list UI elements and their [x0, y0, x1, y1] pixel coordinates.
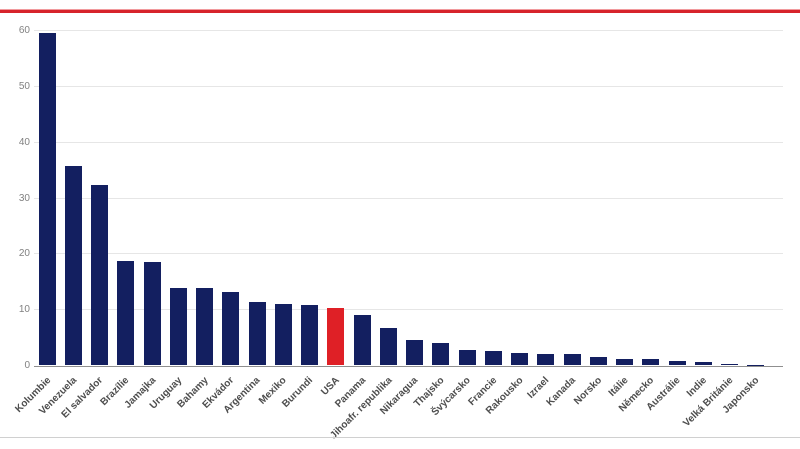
x-axis-category-label: Norsko — [572, 375, 605, 408]
top-accent-line — [0, 10, 800, 13]
bar[interactable] — [537, 353, 555, 365]
gridline — [34, 309, 783, 311]
top-accent-line-glow — [0, 9, 800, 10]
bar-highlighted[interactable] — [327, 307, 345, 365]
y-axis-tick-label: 20 — [18, 248, 30, 260]
bar[interactable] — [38, 32, 56, 365]
bar[interactable] — [353, 314, 371, 365]
gridline — [34, 197, 783, 199]
gridline — [34, 30, 783, 31]
y-axis-tick-label: 0 — [24, 360, 30, 371]
bar[interactable] — [196, 287, 214, 365]
bar[interactable] — [301, 304, 319, 365]
bar[interactable] — [274, 304, 292, 365]
bar[interactable] — [668, 360, 686, 365]
bar[interactable] — [694, 362, 712, 365]
x-axis-line — [34, 366, 783, 367]
bar[interactable] — [117, 261, 135, 365]
bar[interactable] — [721, 364, 739, 365]
bar[interactable] — [169, 287, 187, 365]
y-axis-tick-label: 50 — [18, 80, 30, 92]
bar[interactable] — [406, 340, 424, 365]
gridline — [34, 253, 783, 255]
plot-area — [34, 30, 783, 367]
bottom-divider — [0, 437, 800, 438]
bar[interactable] — [222, 292, 240, 365]
bar[interactable] — [91, 185, 109, 365]
gridline — [34, 85, 783, 87]
x-axis-category-label: USA — [318, 375, 342, 398]
bar[interactable] — [484, 351, 502, 365]
bar[interactable] — [143, 261, 161, 365]
y-axis-tick-label: 30 — [18, 192, 30, 204]
y-axis-tick-label: 40 — [18, 136, 30, 148]
bar[interactable] — [511, 352, 529, 365]
bar[interactable] — [248, 302, 266, 365]
bar[interactable] — [589, 357, 607, 365]
bar[interactable] — [563, 353, 581, 365]
bar[interactable] — [432, 342, 450, 365]
bar[interactable] — [458, 349, 476, 365]
bar[interactable] — [642, 359, 660, 365]
bar[interactable] — [379, 328, 397, 365]
gridline — [34, 141, 783, 143]
bar[interactable] — [616, 359, 634, 365]
y-axis-tick-label: 60 — [18, 25, 30, 36]
bar[interactable] — [64, 165, 82, 365]
y-axis-tick-label: 10 — [18, 304, 30, 316]
